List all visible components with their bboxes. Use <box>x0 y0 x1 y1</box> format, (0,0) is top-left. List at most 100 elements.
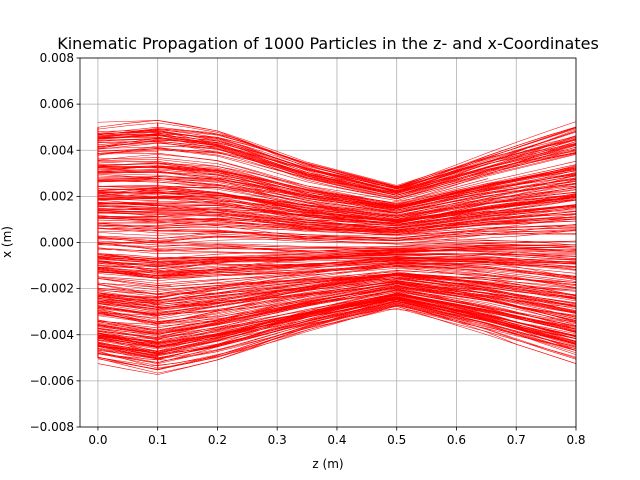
particle-trajectory <box>97 274 577 307</box>
particle-trajectory <box>97 282 577 313</box>
particle-trajectory <box>97 142 577 198</box>
particle-trajectory <box>97 216 577 234</box>
particle-trajectory <box>97 281 577 320</box>
y-tick-label: −0.004 <box>30 328 74 342</box>
x-tick-label: 0.7 <box>507 433 526 447</box>
particle-trajectory <box>97 232 577 244</box>
particle-trajectory <box>97 161 577 209</box>
particle-trajectory <box>97 288 577 338</box>
particle-trajectory <box>97 253 577 270</box>
particle-trajectory <box>97 306 577 365</box>
particle-trajectory <box>97 283 577 324</box>
particle-trajectory <box>97 273 577 299</box>
y-tick-label: 0.006 <box>40 97 74 111</box>
particle-trajectory <box>97 138 158 141</box>
particle-trajectory <box>97 133 577 195</box>
particle-trajectory <box>97 198 158 201</box>
x-tick-label: 0.5 <box>387 433 406 447</box>
particle-trajectory <box>97 212 577 237</box>
particle-trajectory <box>97 291 577 340</box>
particle-trajectory <box>97 196 577 225</box>
particle-trajectory <box>97 297 577 347</box>
particle-trajectory <box>97 216 577 238</box>
y-tick-label: −0.008 <box>30 420 74 434</box>
particle-trajectory <box>97 240 577 252</box>
particle-trajectory <box>97 274 577 299</box>
trajectories <box>97 120 577 375</box>
particle-trajectory <box>97 216 577 231</box>
particle-trajectory <box>97 257 546 277</box>
particle-trajectory <box>97 247 577 263</box>
particle-trajectory <box>97 301 577 374</box>
particle-trajectory <box>97 132 577 199</box>
particle-trajectory <box>97 249 577 272</box>
particle-trajectory <box>97 131 577 187</box>
particle-trajectory <box>97 242 577 260</box>
particle-trajectory <box>97 208 577 230</box>
y-tick-label: −0.006 <box>30 374 74 388</box>
particle-trajectory <box>97 259 577 274</box>
particle-trajectory <box>97 258 577 277</box>
particle-trajectory <box>97 121 577 188</box>
particle-trajectory <box>97 175 577 212</box>
particle-trajectory <box>97 138 577 193</box>
y-tick-label: 0.008 <box>40 51 74 65</box>
particle-trajectory <box>97 273 577 289</box>
particle-trajectory <box>97 304 577 369</box>
particle-trajectory <box>97 230 577 245</box>
particle-trajectory <box>97 289 577 347</box>
particle-trajectory <box>97 314 208 323</box>
particle-trajectory <box>97 205 577 222</box>
particle-trajectory <box>97 138 158 142</box>
particle-trajectory <box>97 224 577 244</box>
particle-trajectory <box>97 236 577 245</box>
particle-trajectory <box>97 273 577 313</box>
x-tick-label: 0.2 <box>208 433 227 447</box>
particle-trajectory <box>97 294 577 355</box>
particle-trajectory <box>97 305 577 367</box>
particle-trajectory <box>97 297 577 355</box>
particle-trajectory <box>97 126 577 191</box>
particle-trajectory <box>97 250 577 270</box>
particle-trajectory <box>97 290 577 335</box>
x-tick-label: 0.4 <box>327 433 346 447</box>
particle-trajectory <box>97 168 577 208</box>
particle-trajectory <box>97 166 577 211</box>
particle-trajectory <box>97 285 577 338</box>
particle-trajectory <box>97 307 577 363</box>
particle-trajectory <box>97 288 577 333</box>
particle-trajectory <box>97 208 577 233</box>
particle-trajectory <box>97 172 577 208</box>
particle-trajectory <box>97 171 577 208</box>
particle-trajectory <box>97 159 577 208</box>
particle-trajectory <box>97 278 577 308</box>
particle-trajectory <box>97 271 577 302</box>
particle-trajectory <box>97 240 577 253</box>
x-tick-label: 0.1 <box>148 433 167 447</box>
particle-trajectory <box>97 144 577 194</box>
particle-trajectory <box>97 129 577 189</box>
particle-trajectory <box>97 213 577 232</box>
particle-trajectory <box>97 192 577 224</box>
particle-trajectory <box>97 169 577 206</box>
particle-trajectory <box>97 252 577 276</box>
particle-trajectory <box>97 167 489 203</box>
particle-trajectory <box>97 265 577 282</box>
particle-trajectory <box>97 266 577 288</box>
x-tick-label: 0.8 <box>566 433 585 447</box>
particle-trajectory <box>97 160 577 205</box>
particle-trajectory <box>97 129 577 193</box>
particle-trajectory <box>97 136 577 189</box>
particle-trajectory <box>97 191 577 224</box>
particle-trajectory <box>97 141 577 190</box>
particle-trajectory <box>97 204 577 228</box>
y-tick-label: 0.000 <box>40 236 74 250</box>
particle-trajectory <box>97 280 577 315</box>
particle-trajectory <box>97 301 577 353</box>
particle-trajectory <box>97 231 577 242</box>
particle-trajectory <box>97 281 577 306</box>
particle-trajectory <box>97 197 577 221</box>
x-axis-label: z (m) <box>312 457 343 471</box>
